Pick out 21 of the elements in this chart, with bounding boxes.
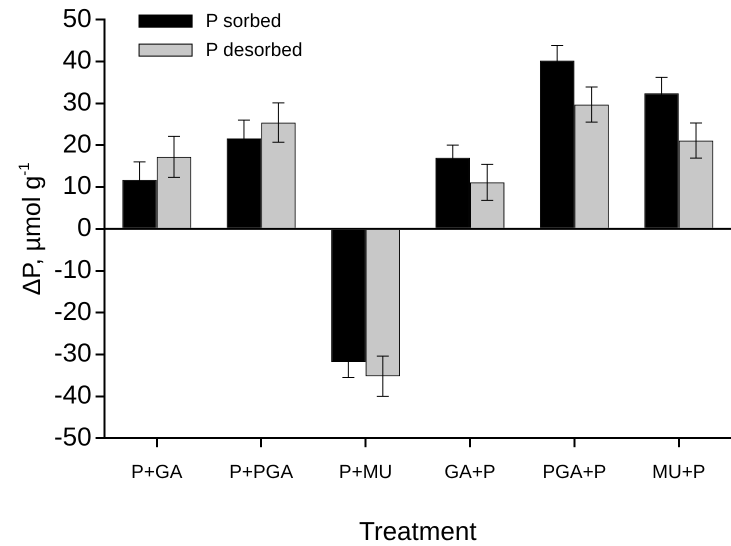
legend-label: P sorbed [206, 10, 282, 32]
x-tick-label: P+GA [131, 462, 183, 483]
y-tick-label: -20 [54, 296, 92, 326]
y-tick-label: 10 [62, 170, 92, 200]
x-tick-label: P+MU [338, 462, 392, 483]
x-tick-label: PGA+P [542, 462, 606, 483]
y-tick-label: 20 [62, 128, 92, 158]
legend-label: P desorbed [206, 40, 302, 61]
y-tick-label: 0 [77, 212, 92, 242]
y-tick-label: -10 [54, 254, 92, 284]
x-tick-label: P+PGA [229, 462, 294, 483]
x-axis-title: Treatment [359, 516, 478, 546]
y-tick-label: -40 [54, 380, 92, 410]
y-tick-label: 40 [62, 44, 92, 75]
x-tick-label: GA+P [444, 462, 496, 483]
x-tick-label: MU+P [652, 462, 706, 483]
y-tick-label: -50 [54, 421, 92, 452]
y-tick-label: 50 [62, 2, 92, 33]
y-axis-title: ΔP, µmol g-1 [16, 162, 46, 296]
y-tick-label: 30 [62, 86, 92, 116]
y-tick-label: -30 [54, 338, 92, 368]
